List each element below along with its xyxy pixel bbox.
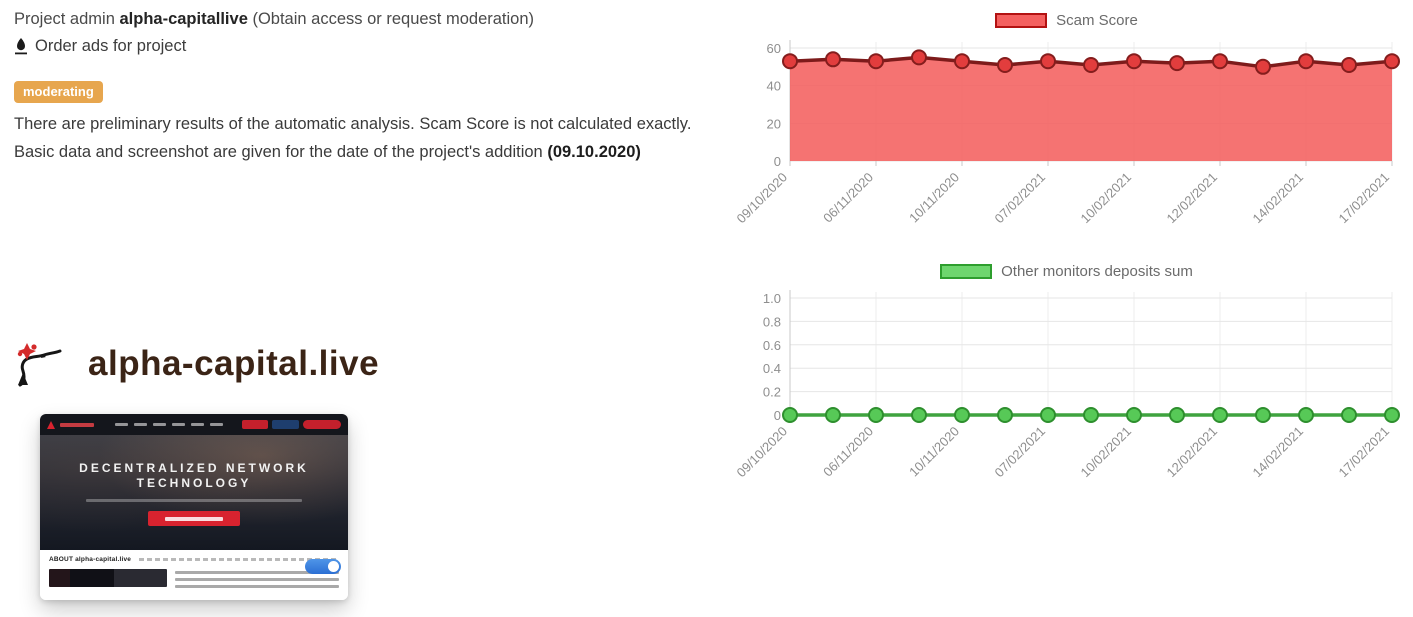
order-ads-line: Order ads for project bbox=[14, 33, 704, 59]
order-ads-link[interactable]: Order ads for project bbox=[35, 37, 187, 55]
svg-text:0: 0 bbox=[774, 408, 781, 423]
addition-date: (09.10.2020) bbox=[547, 143, 641, 161]
project-title[interactable]: alpha-capital.live bbox=[88, 344, 380, 383]
project-title-row: alpha-capital.live bbox=[14, 341, 379, 387]
svg-text:09/10/2020: 09/10/2020 bbox=[733, 170, 790, 227]
scam-score-legend: Scam Score bbox=[720, 6, 1413, 34]
thumb-hero-title: DECENTRALIZED NETWORK TECHNOLOGY bbox=[40, 435, 348, 491]
thumb-about-image bbox=[49, 569, 167, 587]
svg-text:17/02/2021: 17/02/2021 bbox=[1335, 424, 1392, 481]
thumb-register-button bbox=[272, 420, 299, 429]
thumb-about-dots bbox=[139, 558, 339, 561]
svg-text:0.8: 0.8 bbox=[763, 314, 781, 329]
svg-text:10/02/2021: 10/02/2021 bbox=[1077, 170, 1134, 227]
deposits-chart: Other monitors deposits sum 0 0.2 0.4 0.6 0.… bbox=[720, 257, 1413, 508]
svg-text:07/02/2021: 07/02/2021 bbox=[991, 170, 1048, 227]
deposits-legend-swatch bbox=[940, 263, 993, 279]
obtain-access-link[interactable]: (Obtain access or request moderation) bbox=[252, 10, 535, 28]
scam-score-chart: Scam Score 0 20 40 60 09/10/2020 06/11/2020 10… bbox=[720, 6, 1413, 251]
svg-text:17/02/2021: 17/02/2021 bbox=[1335, 170, 1392, 227]
thumb-site-logo-text bbox=[60, 422, 94, 427]
svg-text:0: 0 bbox=[774, 154, 781, 169]
deposits-legend: Other monitors deposits sum bbox=[720, 257, 1413, 285]
svg-text:10/11/2020: 10/11/2020 bbox=[906, 170, 962, 226]
thumb-about-heading: ABOUT alpha-capital.live bbox=[49, 556, 132, 563]
thumb-chat-widget bbox=[305, 559, 341, 574]
thumb-hero-title-line2: TECHNOLOGY bbox=[136, 476, 252, 490]
quill-icon bbox=[14, 37, 28, 55]
thumb-login-button bbox=[242, 420, 268, 429]
svg-text:09/10/2020: 09/10/2020 bbox=[733, 424, 790, 481]
svg-text:07/02/2021: 07/02/2021 bbox=[991, 424, 1048, 481]
scam-score-plot: 0 20 40 60 09/10/2020 06/11/2020 10/11/2020 07/… bbox=[733, 40, 1400, 227]
thumb-about-row bbox=[49, 569, 339, 588]
svg-text:06/11/2020: 06/11/2020 bbox=[820, 170, 876, 226]
thumb-hero-title-line1: DECENTRALIZED NETWORK bbox=[79, 461, 309, 475]
thumb-site-logo-icon bbox=[47, 420, 55, 429]
thumb-cta-button bbox=[148, 511, 240, 526]
project-admin-name: alpha-capitallive bbox=[119, 10, 248, 28]
project-info-section: Project admin alpha-capitallive (Obtain … bbox=[14, 6, 704, 166]
svg-text:06/11/2020: 06/11/2020 bbox=[820, 424, 876, 480]
svg-text:1.0: 1.0 bbox=[763, 291, 781, 306]
svg-text:0.4: 0.4 bbox=[763, 361, 781, 376]
svg-text:10/02/2021: 10/02/2021 bbox=[1077, 424, 1134, 481]
charts-section: Scam Score 0 20 40 60 09/10/2020 06/11/2020 10… bbox=[720, 0, 1413, 508]
deposits-legend-label: Other monitors deposits sum bbox=[1001, 262, 1193, 280]
svg-text:0.6: 0.6 bbox=[763, 338, 781, 353]
badge-row: moderating bbox=[14, 59, 704, 103]
svg-text:14/02/2021: 14/02/2021 bbox=[1249, 170, 1306, 227]
svg-text:40: 40 bbox=[767, 79, 781, 94]
project-logo-icon bbox=[14, 341, 62, 387]
svg-text:10/11/2020: 10/11/2020 bbox=[906, 424, 962, 480]
thumb-about-header: ABOUT alpha-capital.live bbox=[49, 556, 339, 563]
thumb-nav-buttons bbox=[242, 420, 341, 429]
svg-text:12/02/2021: 12/02/2021 bbox=[1163, 424, 1220, 481]
svg-text:60: 60 bbox=[767, 41, 781, 56]
svg-text:0.2: 0.2 bbox=[763, 385, 781, 400]
svg-text:14/02/2021: 14/02/2021 bbox=[1249, 424, 1306, 481]
thumb-language-button bbox=[303, 420, 341, 429]
thumb-hero-subtitle bbox=[86, 499, 302, 502]
thumb-about-section: ABOUT alpha-capital.live bbox=[40, 550, 348, 600]
scam-score-legend-label: Scam Score bbox=[1056, 11, 1138, 29]
project-admin-line: Project admin alpha-capitallive (Obtain … bbox=[14, 6, 704, 32]
analysis-note: There are preliminary results of the aut… bbox=[14, 110, 698, 166]
thumb-about-text bbox=[175, 569, 339, 588]
project-admin-prefix: Project admin bbox=[14, 10, 115, 28]
thumb-nav-links bbox=[115, 423, 223, 426]
svg-text:12/02/2021: 12/02/2021 bbox=[1163, 170, 1220, 227]
thumb-navbar bbox=[40, 414, 348, 435]
scam-score-legend-swatch bbox=[995, 12, 1048, 28]
analysis-note-text: There are preliminary results of the aut… bbox=[14, 115, 692, 161]
status-badge: moderating bbox=[14, 81, 103, 103]
website-screenshot-thumbnail[interactable]: DECENTRALIZED NETWORK TECHNOLOGY ABOUT a… bbox=[40, 414, 348, 600]
svg-text:20: 20 bbox=[767, 116, 781, 131]
deposits-plot: 0 0.2 0.4 0.6 0.8 1.0 09/10/2020 06/11/2020 10/1… bbox=[733, 290, 1400, 481]
thumb-hero: DECENTRALIZED NETWORK TECHNOLOGY bbox=[40, 435, 348, 550]
